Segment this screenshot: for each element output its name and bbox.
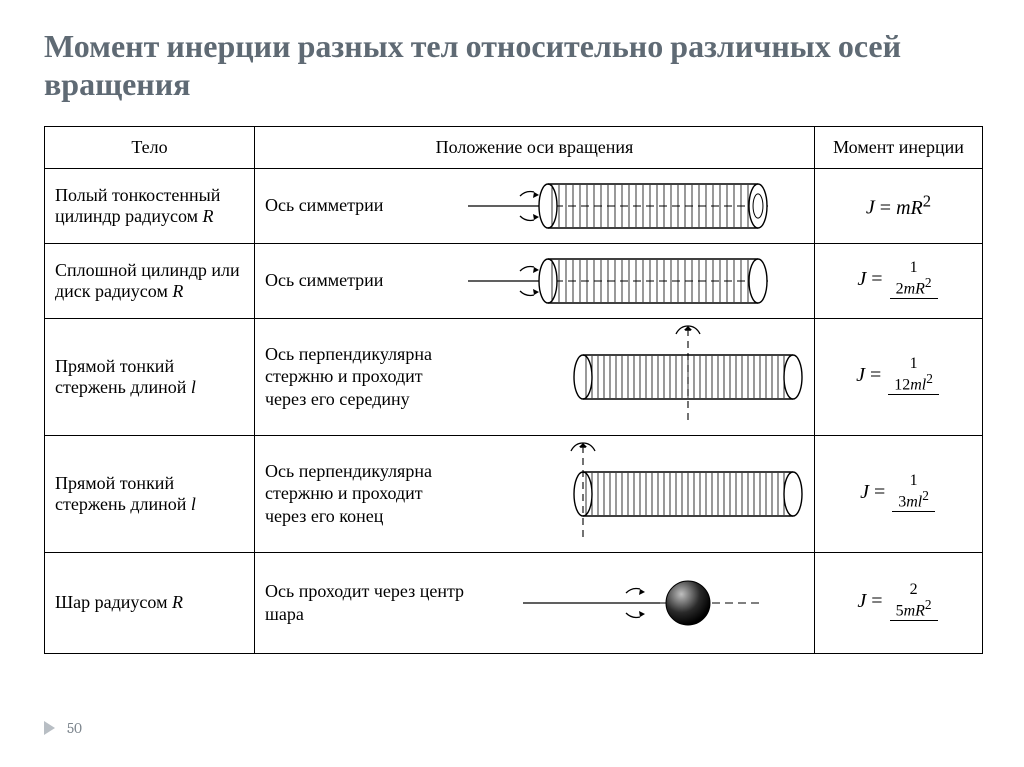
slide-footer: 50: [44, 719, 82, 737]
diagram-sphere_axis_center: [481, 559, 804, 647]
axis-cell: Ось перпендикулярна стержню и проходит ч…: [255, 435, 815, 552]
axis-text: Ось симметрии: [265, 269, 395, 292]
inertia-table: Тело Положение оси вращения Момент инерц…: [44, 126, 983, 654]
diagram-cylinder_hollow_axis_sym: [411, 175, 804, 237]
formula-cell: J = 112ml2: [815, 318, 983, 435]
slide: Момент инерции разных тел относительно р…: [0, 0, 1024, 767]
col-header-formula: Момент инерции: [815, 126, 983, 168]
page-number: 50: [67, 719, 82, 737]
body-cell: Полый тонкостенный цилиндр радиусом R: [45, 168, 255, 243]
col-header-axis: Положение оси вращения: [255, 126, 815, 168]
diagram-cylinder_solid_axis_sym: [411, 250, 804, 312]
body-cell: Прямой тонкий стержень длиной l: [45, 318, 255, 435]
slide-title: Момент инерции разных тел относительно р…: [44, 28, 980, 104]
axis-text: Ось симметрии: [265, 194, 395, 217]
body-cell: Сплошной цилиндр или диск радиусом R: [45, 243, 255, 318]
table-row: Сплошной цилиндр или диск радиусом R Ось …: [45, 243, 983, 318]
table-row: Полый тонкостенный цилиндр радиусом R Ось…: [45, 168, 983, 243]
table-row: Прямой тонкий стержень длиной lОсь перпе…: [45, 435, 983, 552]
table-row: Шар радиусом RОсь проходит через центр ш…: [45, 552, 983, 653]
formula-cell: J = 25mR2: [815, 552, 983, 653]
formula-cell: J = 13ml2: [815, 435, 983, 552]
formula-cell: J = mR2: [815, 168, 983, 243]
col-header-body: Тело: [45, 126, 255, 168]
axis-cell: Ось симметрии: [255, 168, 815, 243]
diagram-rod_axis_center: [481, 325, 804, 429]
table-row: Прямой тонкий стержень длиной lОсь перпе…: [45, 318, 983, 435]
body-cell: Прямой тонкий стержень длиной l: [45, 435, 255, 552]
table-body: Полый тонкостенный цилиндр радиусом R Ось…: [45, 168, 983, 653]
axis-cell: Ось перпендикулярна стержню и проходит ч…: [255, 318, 815, 435]
axis-text: Ось перпендикулярна стержню и проходит ч…: [265, 460, 465, 528]
footer-triangle-icon: [44, 721, 55, 735]
axis-text: Ось перпендикулярна стержню и проходит ч…: [265, 343, 465, 411]
axis-cell: Ось проходит через центр шара: [255, 552, 815, 653]
diagram-rod_axis_end: [481, 442, 804, 546]
formula-cell: J = 12mR2: [815, 243, 983, 318]
axis-text: Ось проходит через центр шара: [265, 580, 465, 625]
table-header-row: Тело Положение оси вращения Момент инерц…: [45, 126, 983, 168]
body-cell: Шар радиусом R: [45, 552, 255, 653]
axis-cell: Ось симметрии: [255, 243, 815, 318]
